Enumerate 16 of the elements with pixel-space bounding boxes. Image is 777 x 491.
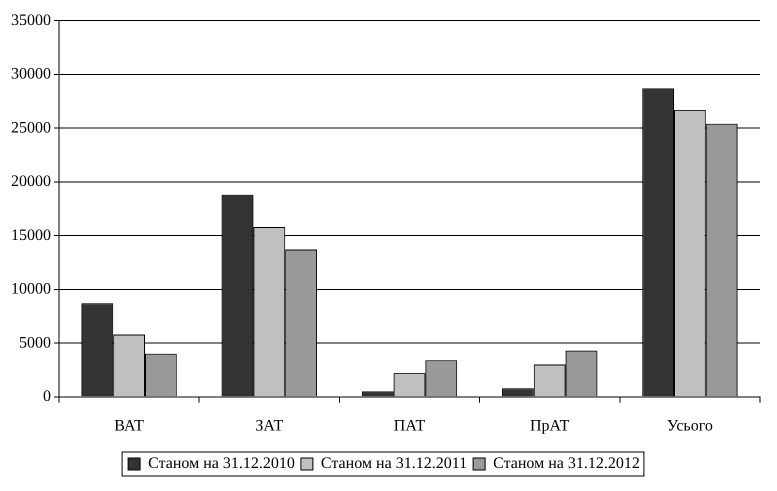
y-tick-label: 10000	[11, 280, 51, 298]
x-tick-label: ПАТ	[394, 418, 426, 435]
x-tick-label: Усього	[666, 418, 713, 435]
x-tick-label: ЗАТ	[255, 418, 284, 435]
y-tick-label: 0	[43, 388, 51, 406]
x-tick-label: ПрАТ	[530, 418, 570, 435]
y-tick-label: 5000	[19, 334, 51, 352]
x-tick-label: ВАТ	[114, 418, 144, 435]
y-tick-label: 30000	[11, 66, 51, 83]
y-tick-label: 25000	[11, 119, 51, 136]
y-tick-label: 15000	[11, 226, 51, 244]
legend-label: Станом на 31.12.2012	[493, 455, 640, 472]
legend-label: Станом на 31.12.2011	[320, 455, 468, 472]
legend-label: Станом на 31.12.2010	[148, 455, 295, 472]
y-tick-label: 35000	[11, 12, 51, 29]
y-tick-label: 20000	[11, 173, 51, 190]
